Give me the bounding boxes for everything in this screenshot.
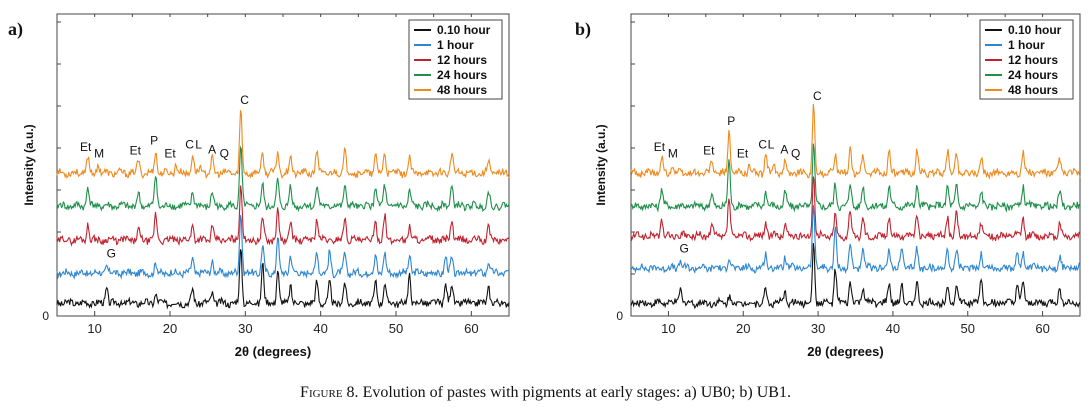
legend-label: 0.10 hour <box>1008 23 1062 37</box>
phase-annotation: Et <box>737 147 749 161</box>
x-tick-label: 30 <box>811 321 825 336</box>
x-tick-label: 60 <box>1035 321 1049 336</box>
phase-annotation: C <box>813 89 822 103</box>
legend-label: 24 hours <box>1008 68 1058 82</box>
y-axis-label: Intensity (a.u.) <box>594 124 608 205</box>
phase-annotation: M <box>668 147 678 161</box>
phase-annotation: C <box>240 93 249 107</box>
phase-annotation: C <box>758 137 767 151</box>
legend-label: 48 hours <box>437 83 487 97</box>
series-line-24-hours <box>56 145 510 213</box>
panel-label: a) <box>8 19 23 40</box>
figure-caption: Figure 8. Evolution of pastes with pigme… <box>0 384 1091 402</box>
phase-annotation: Et <box>164 147 176 161</box>
chart-panel-b: b) 0 10 20 30 40 50 60 2θ (degrees) Intensity (a.… <box>575 13 1081 359</box>
x-tick-label: 10 <box>661 321 675 336</box>
y-tick-label: 0 <box>42 309 49 323</box>
x-tick-label: 60 <box>464 321 478 336</box>
series-line-48-hours <box>630 103 1081 180</box>
series-line-1-hour <box>630 205 1081 275</box>
phase-annotation: Et <box>130 144 142 158</box>
series-line-12-hours <box>630 176 1081 243</box>
x-tick-label: 30 <box>238 321 252 336</box>
phase-annotation: Q <box>220 147 229 161</box>
x-tick-label: 20 <box>736 321 750 336</box>
caption-text: Evolution of pastes with pigments at ear… <box>362 384 791 401</box>
x-tick-label: 40 <box>886 321 900 336</box>
phase-annotation: M <box>94 147 104 161</box>
series-line-12-hours <box>56 185 510 247</box>
x-axis-label: 2θ (degrees) <box>235 344 311 359</box>
panel-label: b) <box>575 19 591 40</box>
phase-annotation: G <box>679 242 688 256</box>
x-tick-label: 50 <box>389 321 403 336</box>
phase-annotation: L <box>768 137 775 151</box>
phase-annotation: C <box>185 137 194 151</box>
legend-label: 12 hours <box>437 53 487 67</box>
legend-label: 24 hours <box>437 68 487 82</box>
phase-annotation: A <box>780 142 788 156</box>
phase-annotation: G <box>107 247 116 261</box>
phase-annotation: P <box>727 114 735 128</box>
phase-annotation: Et <box>654 140 666 154</box>
series-line-0-10-hour <box>630 243 1081 310</box>
x-tick-label: 40 <box>313 321 327 336</box>
series-line-0-10-hour <box>56 249 510 310</box>
chart-panel-a: a) 0 10 20 30 40 50 60 2θ (degrees) Intensity (a.… <box>8 13 510 359</box>
phase-annotation: Q <box>791 147 800 161</box>
phase-annotation: Et <box>80 140 92 154</box>
legend-label: 1 hour <box>437 38 474 52</box>
phase-annotation: L <box>195 137 202 151</box>
phase-annotation: P <box>150 134 158 148</box>
series-line-48-hours <box>56 110 510 180</box>
caption-lead: Figure 8. <box>300 384 359 401</box>
phase-annotation: A <box>208 142 216 156</box>
legend-label: 1 hour <box>1008 38 1045 52</box>
series-line-24-hours <box>630 143 1081 213</box>
legend-label: 0.10 hour <box>437 23 491 37</box>
x-axis-label: 2θ (degrees) <box>807 344 883 359</box>
x-tick-label: 20 <box>163 321 177 336</box>
legend-label: 48 hours <box>1008 83 1058 97</box>
y-tick-label: 0 <box>616 309 623 323</box>
x-tick-label: 50 <box>961 321 975 336</box>
x-tick-label: 10 <box>87 321 101 336</box>
legend-label: 12 hours <box>1008 53 1058 67</box>
phase-annotation: Et <box>703 144 715 158</box>
y-axis-label: Intensity (a.u.) <box>22 124 36 205</box>
series-line-1-hour <box>56 215 510 280</box>
